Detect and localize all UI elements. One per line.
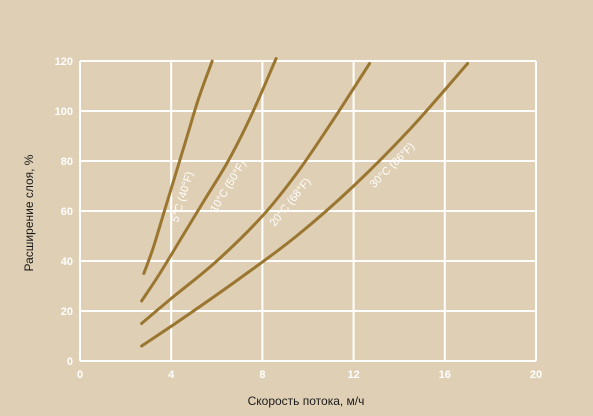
y-tick-label: 100	[55, 106, 73, 118]
y-tick-label: 60	[61, 206, 73, 218]
y-axis-title: Расширение слоя, %	[22, 154, 36, 271]
y-tick-label: 120	[55, 56, 73, 68]
x-tick-label: 8	[259, 369, 265, 381]
x-tick-label: 0	[77, 369, 83, 381]
y-tick-label: 0	[67, 356, 73, 368]
x-tick-label: 20	[530, 369, 542, 381]
grid-lines	[79, 60, 537, 362]
y-tick-label: 40	[61, 256, 73, 268]
series-line	[140, 62, 372, 325]
series-line	[140, 62, 470, 348]
x-tick-label: 16	[439, 369, 451, 381]
y-tick-label: 20	[61, 306, 73, 318]
x-tick-label: 4	[168, 369, 175, 381]
y-tick-label: 80	[61, 156, 73, 168]
x-axis-title: Скорость потока, м/ч	[248, 394, 365, 408]
tick-labels: 0 4 8 12 16 20 0 20 40 60 80 100 120	[55, 56, 542, 381]
x-tick-label: 12	[347, 369, 359, 381]
series-line	[142, 59, 214, 275]
series-line	[140, 57, 278, 303]
